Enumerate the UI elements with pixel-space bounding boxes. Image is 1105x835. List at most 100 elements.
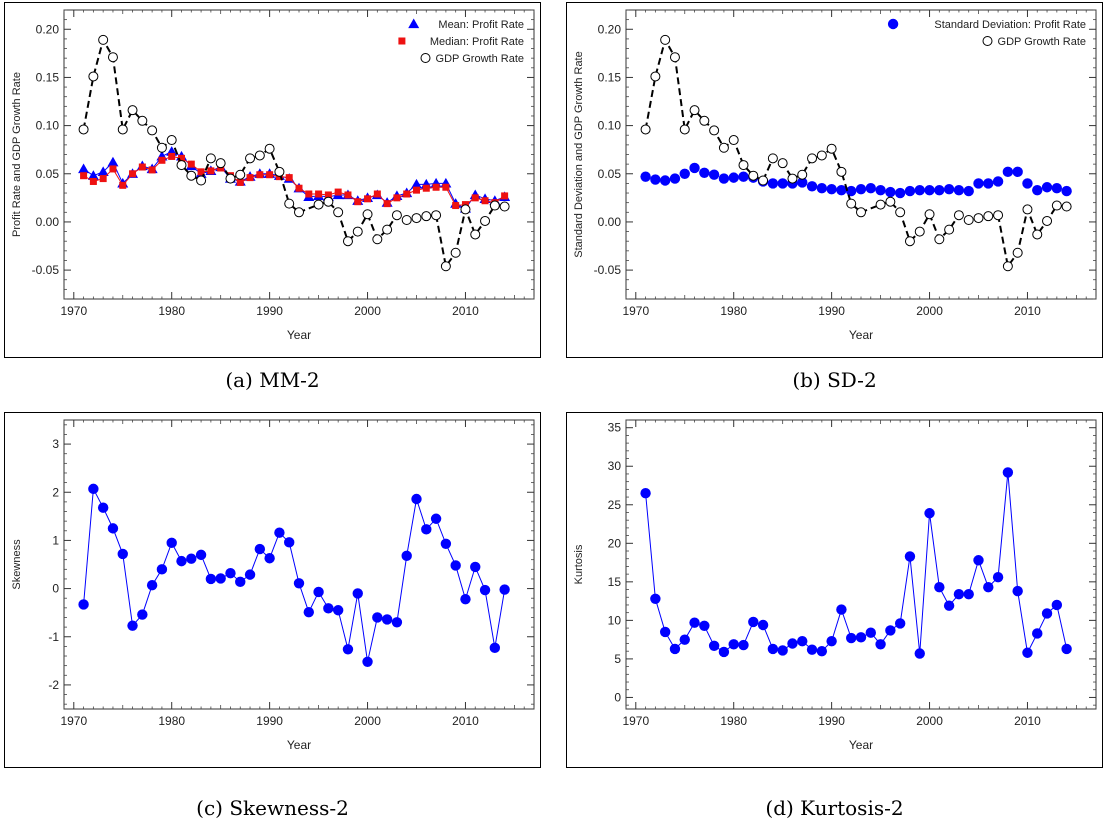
chart1-series-0-point — [689, 162, 700, 174]
chart2-series-0-point — [156, 564, 168, 575]
chart3-series-0-point — [924, 508, 935, 519]
chart1-series-1-point — [836, 166, 847, 177]
chart1-series-0-point — [1022, 178, 1033, 189]
chart1-series-0-point — [669, 173, 681, 184]
caption-mm2: (a) MM-2 — [225, 368, 320, 392]
chart0-series-1-point — [324, 191, 332, 199]
chart1-series-0-point — [728, 172, 739, 183]
chart1-series-1-point — [924, 209, 935, 220]
chart2-y-tick-label: 3 — [52, 437, 59, 451]
chart0-series-1-point — [432, 183, 440, 191]
chart0-series-1-point — [481, 197, 489, 205]
chart1-series-1-point — [679, 124, 690, 135]
chart2-series-0-point — [421, 524, 432, 535]
chart3-series-0-point — [1012, 585, 1023, 597]
chart0-series-2-point — [117, 124, 128, 135]
chart1-legend-marker-standard-deviation-profit-rate — [887, 18, 899, 30]
chart0-x-tick-label: 1990 — [256, 304, 283, 318]
chart1-series-1-point — [699, 115, 710, 126]
chart0-series-1-point — [403, 190, 411, 198]
chart1-series-0-point — [914, 184, 925, 196]
chart0-series-1-point — [413, 186, 420, 194]
chart2-series-0-point — [195, 549, 207, 561]
chart0-x-tick-label: 2000 — [354, 304, 381, 318]
chart0-series-1-point — [266, 171, 274, 179]
chart2-series-0-point — [97, 502, 109, 513]
chart3-series-0-point — [708, 640, 720, 652]
chart2-series-0-point — [166, 537, 177, 549]
chart0-series-2-point — [460, 204, 471, 215]
chart0-series-2-point — [264, 143, 275, 154]
chart3-series-0-point — [1041, 608, 1053, 619]
chart0-x-tick-label: 1980 — [158, 304, 185, 318]
chart2-series-0-point — [391, 617, 403, 628]
chart2-series-0-point — [450, 560, 461, 571]
chart0-x-tick-label: 2010 — [452, 304, 479, 318]
chart1-series-0-point — [904, 185, 916, 197]
chart1-series-1-point — [777, 158, 788, 169]
chart0-series-1-point — [305, 190, 313, 198]
chart3-series-0-point — [953, 588, 965, 600]
chart0-series-1-point — [148, 166, 156, 174]
chart1-series-1-point — [748, 170, 759, 181]
chart0-series-2-point — [284, 198, 295, 209]
chart0-series-2-point — [440, 261, 451, 272]
chart0-series-1-point — [80, 172, 88, 180]
chart0-series-2-point — [98, 34, 109, 45]
chart0-series-0-line — [83, 151, 505, 210]
chart1-y-tick-label: 0.15 — [598, 70, 622, 84]
chart0-series-1-line — [83, 155, 505, 207]
chart3-series-0-point — [983, 582, 994, 593]
chart2-plot-area — [63, 419, 535, 710]
chart2-x-tick-label: 1990 — [256, 714, 283, 728]
chart0-series-1-point — [168, 152, 176, 160]
chart1-series-0-point — [699, 167, 710, 179]
chart1-frame — [566, 2, 1103, 358]
chart2-y-tick-label: 2 — [52, 485, 59, 499]
chart2-series-0-point — [342, 644, 354, 655]
chart0-series-2-point — [245, 153, 256, 164]
chart1-series-0-point — [738, 171, 749, 182]
chart2-series-0-point — [235, 576, 246, 588]
chart0-series-1-point — [393, 194, 401, 202]
chart0-series-1-point — [334, 188, 342, 196]
chart1-series-1-point — [797, 169, 808, 180]
chart3-y-tick-label: 15 — [608, 575, 622, 589]
chart3-series-0-point — [934, 582, 945, 593]
chart2-series-0-point — [78, 599, 89, 610]
chart0-series-1-point — [236, 178, 244, 186]
chart1-series-0-point — [1061, 185, 1072, 197]
chart2-y-tick-label: -1 — [48, 630, 59, 644]
chart2-series-0-point — [470, 561, 481, 573]
chart1-series-1-point — [1012, 247, 1023, 258]
chart3-series-0-point — [748, 616, 759, 628]
chart0-series-2-point — [107, 52, 118, 63]
chart0-x-axis-label: Year — [287, 328, 311, 342]
chart0-series-2-point — [323, 196, 334, 207]
chart0-series-2-point — [156, 142, 167, 153]
chart1-legend-label-gdp-growth-rate: GDP Growth Rate — [998, 36, 1086, 48]
chart1-series-1-point — [895, 207, 906, 218]
chart1-x-axis-label: Year — [849, 328, 873, 342]
chart3-series-0-point — [787, 638, 798, 649]
chart0-series-2-point — [391, 210, 402, 221]
chart0-series-1-point — [354, 198, 362, 206]
chart2-frame — [4, 412, 541, 768]
chart1-series-0-point — [983, 178, 994, 189]
chart1-series-0-point — [767, 178, 779, 189]
chart1-series-1-point — [738, 160, 749, 171]
chart3-x-tick-label: 1970 — [622, 714, 649, 728]
chart1-series-0-point — [806, 181, 818, 192]
chart1-series-0-point — [679, 168, 690, 179]
chart0-series-2-point — [362, 209, 373, 220]
chart1-series-0-point — [953, 184, 965, 196]
chart3-series-0-point — [875, 639, 886, 650]
chart0-series-2-point — [342, 236, 353, 247]
chart0-series-1-point — [295, 184, 303, 192]
chart0-series-2-line — [82, 37, 505, 269]
chart2-x-tick-label: 2010 — [452, 714, 479, 728]
chart-skewness2-svg: 1970 1980 1990 2000 2010 -2 -1 0 1 2 3 Year Skewness — [4, 412, 541, 768]
chart0-series-1-point — [373, 190, 381, 198]
caption-skewness2: (c) Skewness-2 — [196, 796, 349, 820]
chart1-y-tick-label: 0.10 — [598, 119, 622, 133]
